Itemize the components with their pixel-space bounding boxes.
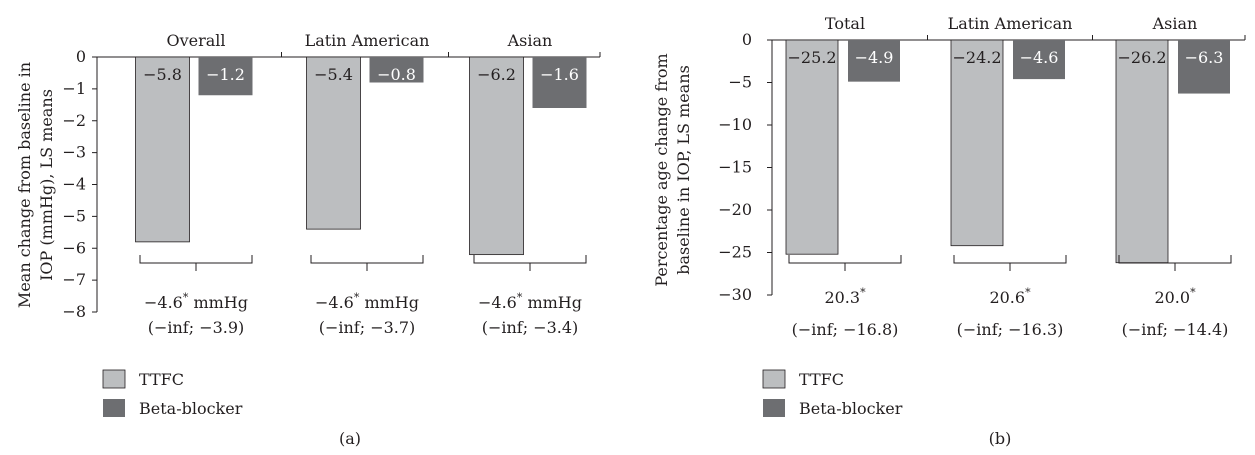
y-tick-label: −7	[62, 270, 86, 289]
bar-ttfc	[950, 39, 1004, 247]
bar-ttfc	[306, 56, 361, 230]
bar-value-label: −6.3	[1185, 48, 1224, 67]
y-tick-label: −5	[62, 206, 86, 225]
confidence-interval-label: (−inf; −3.9)	[148, 318, 245, 337]
difference-bracket	[953, 255, 1067, 271]
bar-value-label: −4.9	[855, 48, 894, 67]
y-tick-label: −25	[718, 243, 752, 262]
difference-bracket	[310, 255, 424, 271]
y-tick-label: −15	[718, 158, 752, 177]
category-label: Asian	[1152, 14, 1198, 33]
difference-label: 20.6*	[989, 286, 1031, 307]
bar-beta-blocker	[369, 57, 424, 83]
difference-label: −4.6* mmHg	[144, 291, 248, 312]
y-tick-label: −10	[718, 115, 752, 134]
bar-beta-blocker	[532, 57, 587, 108]
category-label: Total	[825, 14, 865, 33]
panel-label: (b)	[989, 429, 1012, 448]
legend-swatch	[102, 369, 126, 389]
difference-bracket	[788, 255, 902, 271]
legend-label: TTFC	[799, 370, 844, 389]
bar-ttfc	[135, 56, 190, 243]
bar-value-label: −1.2	[206, 65, 245, 84]
bar-ttfc	[469, 56, 524, 256]
legend-swatch	[762, 369, 786, 389]
y-tick-label: −5	[728, 73, 752, 92]
difference-label: −4.6* mmHg	[315, 291, 419, 312]
y-tick-label: 0	[742, 30, 752, 49]
y-tick-label: −1	[62, 79, 86, 98]
bar-value-label: −5.4	[314, 65, 353, 84]
difference-bracket	[139, 255, 253, 271]
y-tick-label: −4	[62, 175, 86, 194]
y-tick-label: −30	[718, 285, 752, 304]
y-axis-title: IOP (mmHg), LS means	[37, 89, 56, 281]
y-tick-label: 0	[76, 47, 86, 66]
category-label: Asian	[507, 31, 553, 50]
y-tick-label: −8	[62, 302, 86, 321]
legend-label: Beta-blocker	[799, 399, 903, 418]
y-axis-title: Percentage age change from	[652, 53, 671, 286]
bar-beta-blocker	[1013, 40, 1065, 80]
y-tick-label: −20	[718, 200, 752, 219]
confidence-interval-label: (−inf; −3.7)	[319, 318, 416, 337]
y-tick-label: −6	[62, 238, 86, 257]
confidence-interval-label: (−inf; −16.3)	[957, 320, 1064, 339]
category-label: Latin American	[305, 31, 430, 50]
confidence-interval-label: (−inf; −16.8)	[792, 320, 899, 339]
bar-beta-blocker	[198, 57, 253, 96]
bar-value-label: −26.2	[1117, 48, 1166, 67]
difference-label: 20.0*	[1154, 286, 1196, 307]
panel-label: (a)	[339, 429, 361, 448]
bar-beta-blocker	[848, 40, 900, 82]
bar-value-label: −25.2	[787, 48, 836, 67]
category-label: Overall	[166, 31, 225, 50]
confidence-interval-label: (−inf; −3.4)	[482, 318, 579, 337]
difference-label: −4.6* mmHg	[478, 291, 582, 312]
bar-value-label: −1.6	[540, 65, 579, 84]
bar-value-label: −5.8	[143, 65, 182, 84]
category-label: Latin American	[948, 14, 1073, 33]
y-tick-label: −3	[62, 143, 86, 162]
bar-value-label: −0.8	[377, 65, 416, 84]
legend-label: TTFC	[139, 370, 184, 389]
y-axis-title: Mean change from baseline in	[15, 62, 34, 308]
legend-label: Beta-blocker	[139, 399, 243, 418]
y-axis-title: baseline in IOP, LS means	[674, 65, 693, 275]
difference-label: 20.3*	[824, 286, 866, 307]
legend-swatch	[763, 399, 785, 417]
bar-value-label: −6.2	[477, 65, 516, 84]
bar-beta-blocker	[1178, 40, 1230, 94]
bar-value-label: −24.2	[952, 48, 1001, 67]
confidence-interval-label: (−inf; −14.4)	[1122, 320, 1229, 339]
y-tick-label: −2	[62, 111, 86, 130]
bar-ttfc	[785, 39, 839, 255]
bar-value-label: −4.6	[1020, 48, 1059, 67]
difference-bracket	[1118, 255, 1232, 271]
difference-bracket	[473, 255, 587, 271]
bar-ttfc	[1115, 39, 1169, 264]
legend-swatch	[103, 399, 125, 417]
